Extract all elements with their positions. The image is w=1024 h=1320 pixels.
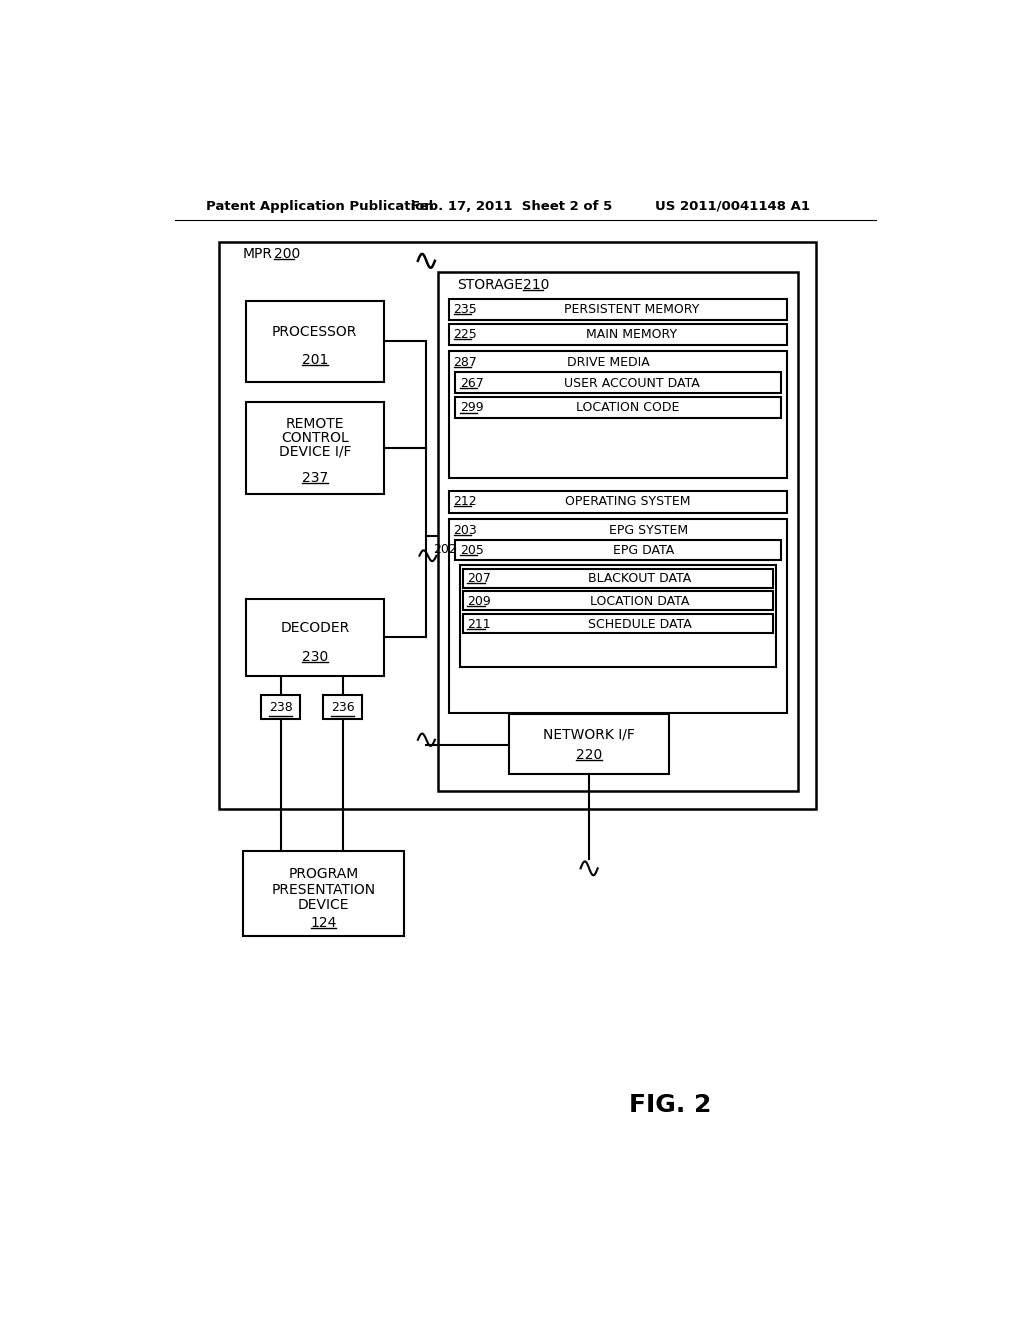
Text: 287: 287	[454, 356, 477, 370]
Text: USER ACCOUNT DATA: USER ACCOUNT DATA	[564, 376, 699, 389]
Text: 210: 210	[523, 279, 550, 293]
Bar	[246, 301, 384, 381]
Text: DEVICE I/F: DEVICE I/F	[279, 445, 351, 459]
Text: 299: 299	[460, 401, 483, 414]
Text: 220: 220	[575, 748, 602, 762]
Text: 235: 235	[454, 302, 477, 315]
Text: PROCESSOR: PROCESSOR	[272, 325, 357, 339]
Text: 212: 212	[454, 495, 477, 508]
Bar	[449, 323, 786, 345]
Text: REMOTE: REMOTE	[286, 417, 344, 432]
Bar	[261, 696, 300, 719]
Text: 230: 230	[302, 651, 328, 664]
Bar	[219, 242, 816, 809]
Text: MPR: MPR	[243, 247, 272, 261]
Text: DECODER: DECODER	[281, 622, 349, 635]
Bar	[449, 519, 786, 713]
Text: 238: 238	[268, 701, 293, 714]
Bar	[463, 591, 773, 610]
Text: 225: 225	[454, 329, 477, 342]
Text: Patent Application Publication: Patent Application Publication	[206, 199, 433, 213]
Bar	[509, 714, 669, 775]
Text: NETWORK I/F: NETWORK I/F	[543, 727, 635, 742]
Text: EPG DATA: EPG DATA	[612, 544, 674, 557]
Text: LOCATION CODE: LOCATION CODE	[577, 401, 680, 414]
Text: Feb. 17, 2011  Sheet 2 of 5: Feb. 17, 2011 Sheet 2 of 5	[411, 199, 612, 213]
Text: PROGRAM: PROGRAM	[288, 867, 358, 882]
Text: 205: 205	[460, 544, 483, 557]
Bar	[460, 565, 776, 667]
Text: 201: 201	[302, 354, 328, 367]
Text: 202: 202	[433, 543, 457, 556]
Text: 236: 236	[331, 701, 354, 714]
Text: 267: 267	[460, 376, 483, 389]
Text: EPG SYSTEM: EPG SYSTEM	[609, 524, 688, 537]
Text: DRIVE MEDIA: DRIVE MEDIA	[567, 356, 650, 370]
Bar	[243, 851, 403, 936]
Bar	[463, 614, 773, 634]
Text: PERSISTENT MEMORY: PERSISTENT MEMORY	[564, 302, 699, 315]
Text: 237: 237	[302, 471, 328, 484]
Text: BLACKOUT DATA: BLACKOUT DATA	[588, 573, 691, 585]
Text: CONTROL: CONTROL	[281, 430, 348, 445]
Bar	[246, 599, 384, 676]
Bar	[449, 298, 786, 321]
Text: 211: 211	[467, 618, 492, 631]
Text: LOCATION DATA: LOCATION DATA	[590, 594, 689, 607]
Text: STORAGE: STORAGE	[458, 279, 523, 293]
Text: 124: 124	[310, 916, 337, 931]
Text: OPERATING SYSTEM: OPERATING SYSTEM	[565, 495, 690, 508]
Bar	[455, 540, 780, 561]
Text: SCHEDULE DATA: SCHEDULE DATA	[588, 618, 691, 631]
Bar	[324, 696, 362, 719]
Text: DEVICE: DEVICE	[298, 899, 349, 912]
Bar	[449, 491, 786, 512]
Bar	[246, 401, 384, 494]
Text: MAIN MEMORY: MAIN MEMORY	[586, 329, 677, 342]
Text: PRESENTATION: PRESENTATION	[271, 883, 376, 896]
Text: 200: 200	[273, 247, 300, 261]
Text: 203: 203	[454, 524, 477, 537]
Text: FIG. 2: FIG. 2	[630, 1093, 712, 1118]
Bar	[455, 372, 780, 393]
Text: 209: 209	[467, 594, 492, 607]
Bar	[463, 569, 773, 589]
Bar	[455, 397, 780, 418]
Text: 207: 207	[467, 573, 492, 585]
Bar	[438, 272, 798, 792]
Bar	[449, 351, 786, 478]
Text: US 2011/0041148 A1: US 2011/0041148 A1	[655, 199, 810, 213]
